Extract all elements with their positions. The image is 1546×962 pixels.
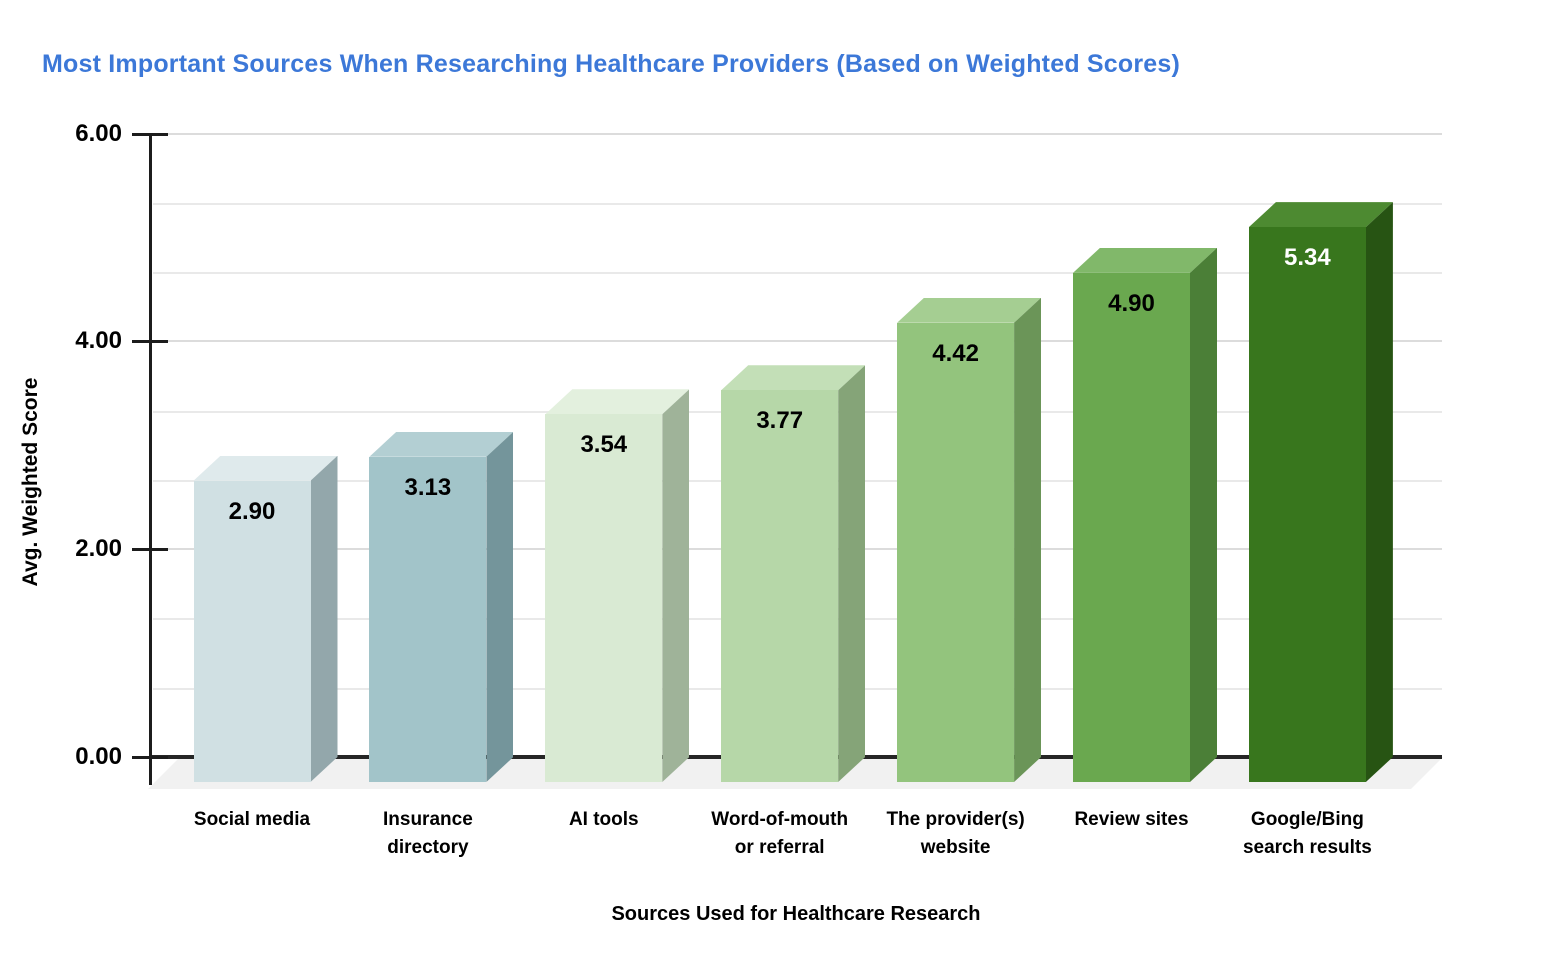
- y-axis-line: [149, 132, 152, 785]
- major-gridline: [153, 340, 1442, 343]
- bar-insurance-directory: 3.13: [369, 431, 514, 782]
- chart-title: Most Important Sources When Researching …: [42, 50, 1181, 78]
- bar-review-sites: 4.90: [1073, 247, 1217, 782]
- category-label-word-of-mouth-or-referral: Word-of-mouth or referral: [711, 809, 849, 858]
- category-label-the-provider-s-website: The provider(s) website: [886, 809, 1025, 858]
- bar-the-provider-s-website: 4.42: [897, 297, 1042, 782]
- bar-top-face: [897, 297, 1042, 323]
- bar-side-face: [1366, 202, 1393, 782]
- bar-value-label: 5.34: [1284, 244, 1331, 272]
- bar-front-face: [545, 414, 663, 782]
- bar-front-face: [1248, 227, 1366, 782]
- bar-top-face: [1073, 247, 1217, 273]
- bar-top-face: [1248, 202, 1393, 228]
- bar-value-label: 4.90: [1108, 289, 1155, 317]
- bar-front-face: [1073, 272, 1190, 782]
- category-label-google-bing-search-results: Google/Bing search results: [1242, 809, 1372, 858]
- bar-front-face: [193, 480, 311, 782]
- bar-value-label: 3.54: [580, 431, 628, 459]
- bar-front-face: [721, 390, 839, 782]
- bar-social-media: 2.90: [193, 455, 338, 782]
- y-axis-tick: [132, 340, 168, 344]
- bar-front-face: [897, 322, 1015, 782]
- bar-word-of-mouth-or-referral: 3.77: [721, 365, 866, 782]
- y-axis-tick-label: 2.00: [75, 535, 122, 563]
- y-axis-tick-label: 0.00: [75, 743, 122, 770]
- bar-side-face: [662, 389, 689, 782]
- bar-side-face: [1190, 248, 1217, 782]
- category-label-insurance-directory: Insurance directory: [383, 809, 473, 858]
- bar-side-face: [486, 432, 513, 782]
- y-axis-tick: [132, 548, 168, 552]
- minor-gridline: [153, 202, 1442, 205]
- bar-top-face: [545, 389, 690, 415]
- bar-value-label: 3.77: [756, 407, 804, 435]
- y-axis-tick: [132, 132, 168, 136]
- category-label-review-sites: Review sites: [1074, 809, 1189, 830]
- bar-ai-tools: 3.54: [545, 389, 690, 782]
- x-axis-title: Sources Used for Healthcare Research: [611, 903, 981, 925]
- bar-top-face: [369, 431, 514, 457]
- bar-side-face: [838, 365, 865, 782]
- bar-top-face: [721, 365, 866, 391]
- category-label-social-media: Social media: [193, 809, 311, 830]
- bar-google-bing-search-results: 5.34: [1248, 202, 1393, 782]
- bar-side-face: [311, 456, 338, 782]
- bar-side-face: [1014, 298, 1041, 782]
- y-axis-tick: [132, 756, 168, 759]
- major-gridline: [153, 132, 1442, 135]
- y-axis-tick-label: 6.00: [75, 119, 122, 147]
- bar-value-label: 4.42: [932, 339, 979, 367]
- bar-top-face: [193, 455, 338, 481]
- minor-gridline: [153, 272, 1442, 275]
- bar-value-label: 2.90: [228, 497, 276, 525]
- y-axis-tick-label: 4.00: [75, 327, 122, 355]
- category-label-ai-tools: AI tools: [568, 809, 639, 830]
- bar-value-label: 3.13: [404, 473, 452, 501]
- bar-front-face: [369, 456, 487, 782]
